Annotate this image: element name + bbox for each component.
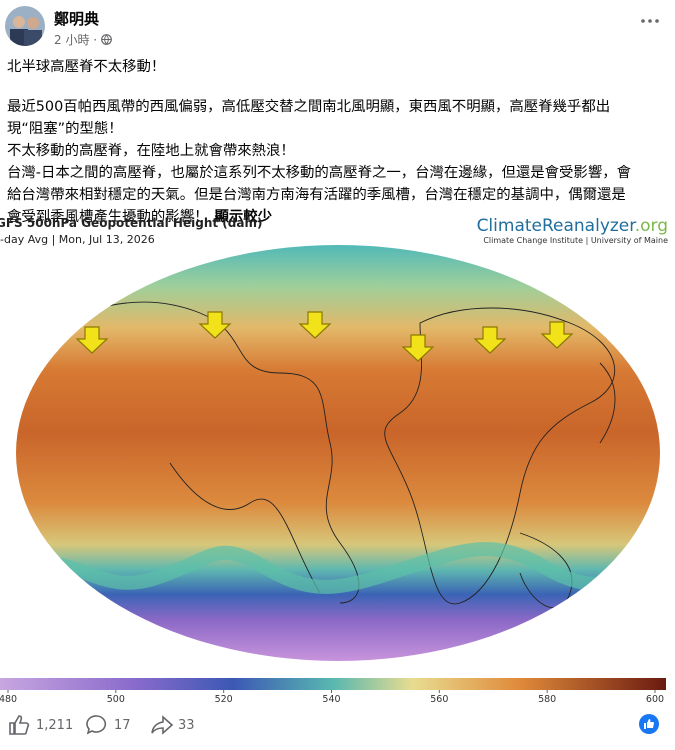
text-line: 給台灣帶來相對穩定的天氣。但是台灣南方南海有活躍的季風槽，台灣在穩定的基調中，偶…: [7, 184, 631, 206]
line-text: 最近500百帕西風帶的西風偏弱，高低壓交替之間南北風明顯，東西風不明顯，高壓脊幾…: [7, 99, 611, 115]
text-line: 會受到季風槽產生擾動的影響！ 顯示較少: [7, 206, 631, 228]
map: [16, 245, 660, 661]
text-line: 北半球高壓脊不太移動！: [7, 56, 631, 78]
line-text: 北半球高壓脊不太移動！: [7, 59, 166, 75]
post-footer: 1,211 17 33: [0, 710, 675, 744]
post-image[interactable]: GFS 500hPa Geopotential Height (dam) -da…: [0, 213, 675, 705]
colorbar-tick-label: 500: [107, 694, 125, 705]
line-text: 台灣-日本之間的高壓脊，也屬於這系列不太移動的高壓脊之一，台灣在邊緣，但還是會受…: [7, 165, 631, 181]
colorbar-tick-label: 560: [430, 694, 448, 705]
text-line: 最近500百帕西風帶的西風偏弱，高低壓交替之間南北風明顯，東西風不明顯，高壓脊幾…: [7, 96, 631, 118]
logo-suffix: .org: [635, 216, 668, 236]
trough-band: [16, 542, 659, 594]
colorbar-tick-label: 540: [322, 694, 340, 705]
more-button[interactable]: [635, 14, 665, 28]
text-line: 現“阻塞”的型態！: [7, 118, 631, 140]
post-text: 北半球高壓脊不太移動！ 最近500百帕西風帶的西風偏弱，高低壓交替之間南北風明顯，…: [7, 56, 631, 232]
post-time[interactable]: 2 小時 ·: [54, 31, 112, 48]
comment-icon[interactable]: [86, 714, 108, 736]
line-text: 現“阻塞”的型態！: [7, 121, 123, 137]
text-line: 不太移動的高壓脊，在陸地上就會帶來熱浪！: [7, 140, 631, 162]
share-icon[interactable]: [150, 714, 174, 736]
paragraph: 北半球高壓脊不太移動！: [7, 56, 631, 78]
paragraph: 最近500百帕西風帶的西風偏弱，高低壓交替之間南北風明顯，東西風不明顯，高壓脊幾…: [7, 96, 631, 228]
image-subtitle: -day Avg | Mon, Jul 13, 2026: [0, 233, 155, 246]
colorbar-tick-label: 520: [215, 694, 233, 705]
text-line: 台灣-日本之間的高壓脊，也屬於這系列不太移動的高壓脊之一，台灣在邊緣，但還是會受…: [7, 162, 631, 184]
share-count[interactable]: 33: [178, 718, 195, 733]
image-title: GFS 500hPa Geopotential Height (dam): [0, 216, 262, 230]
like-icon[interactable]: [8, 714, 30, 736]
globe-icon: [101, 34, 112, 45]
like-badge[interactable]: [639, 714, 659, 734]
colorbar-tick-label: 580: [538, 694, 556, 705]
logo: ClimateReanalyzer.org: [477, 216, 668, 236]
colorbar: [0, 678, 666, 690]
colorbar-tick-label: 480: [0, 694, 17, 705]
line-text: 給台灣帶來相對穩定的天氣。但是台灣南方南海有活躍的季風槽，台灣在穩定的基調中，偶…: [7, 187, 626, 203]
avatar[interactable]: [5, 6, 45, 46]
line-text: 會受到季風槽產生擾動的影響！: [7, 209, 209, 225]
time-text: 2 小時: [54, 33, 90, 47]
see-more[interactable]: 顯示較少: [214, 209, 273, 225]
colorbar-tick-label: 600: [646, 694, 664, 705]
author-name[interactable]: 鄭明典: [54, 10, 100, 28]
line-text: 不太移動的高壓脊，在陸地上就會帶來熱浪！: [7, 143, 295, 159]
logo-main: ClimateReanalyzer: [477, 216, 637, 236]
comment-count[interactable]: 17: [114, 718, 131, 733]
reaction-count[interactable]: 1,211: [36, 718, 74, 733]
logo-subtitle: Climate Change Institute | University of…: [483, 236, 668, 245]
colorbar-ticks: 480 500 520 540 560 580 600: [0, 690, 664, 705]
